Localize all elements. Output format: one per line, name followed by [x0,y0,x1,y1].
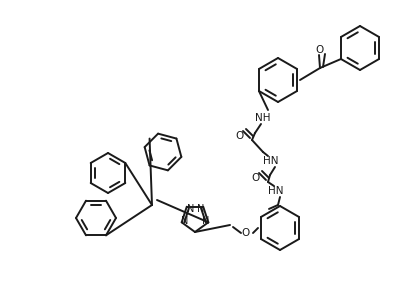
Text: N: N [202,216,209,226]
Text: HN: HN [263,156,279,166]
Text: NH: NH [255,113,271,123]
Text: HN: HN [268,186,284,196]
Text: N: N [181,216,189,226]
Text: N: N [197,204,204,214]
Text: O: O [316,45,324,55]
Text: O: O [236,131,244,141]
Text: O: O [242,228,250,238]
Text: O: O [252,173,260,183]
Text: N: N [187,204,194,214]
